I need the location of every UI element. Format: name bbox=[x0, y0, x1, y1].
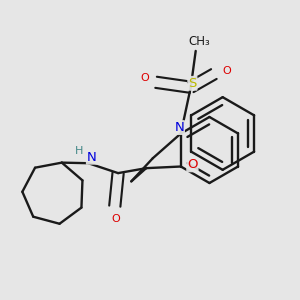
Text: CH₃: CH₃ bbox=[188, 35, 210, 48]
Text: N: N bbox=[174, 121, 184, 134]
Text: O: O bbox=[222, 66, 231, 76]
Text: O: O bbox=[140, 73, 149, 83]
Text: O: O bbox=[187, 158, 198, 171]
Text: O: O bbox=[111, 214, 120, 224]
Text: N: N bbox=[87, 151, 97, 164]
Text: H: H bbox=[75, 146, 83, 156]
Text: S: S bbox=[188, 77, 196, 90]
